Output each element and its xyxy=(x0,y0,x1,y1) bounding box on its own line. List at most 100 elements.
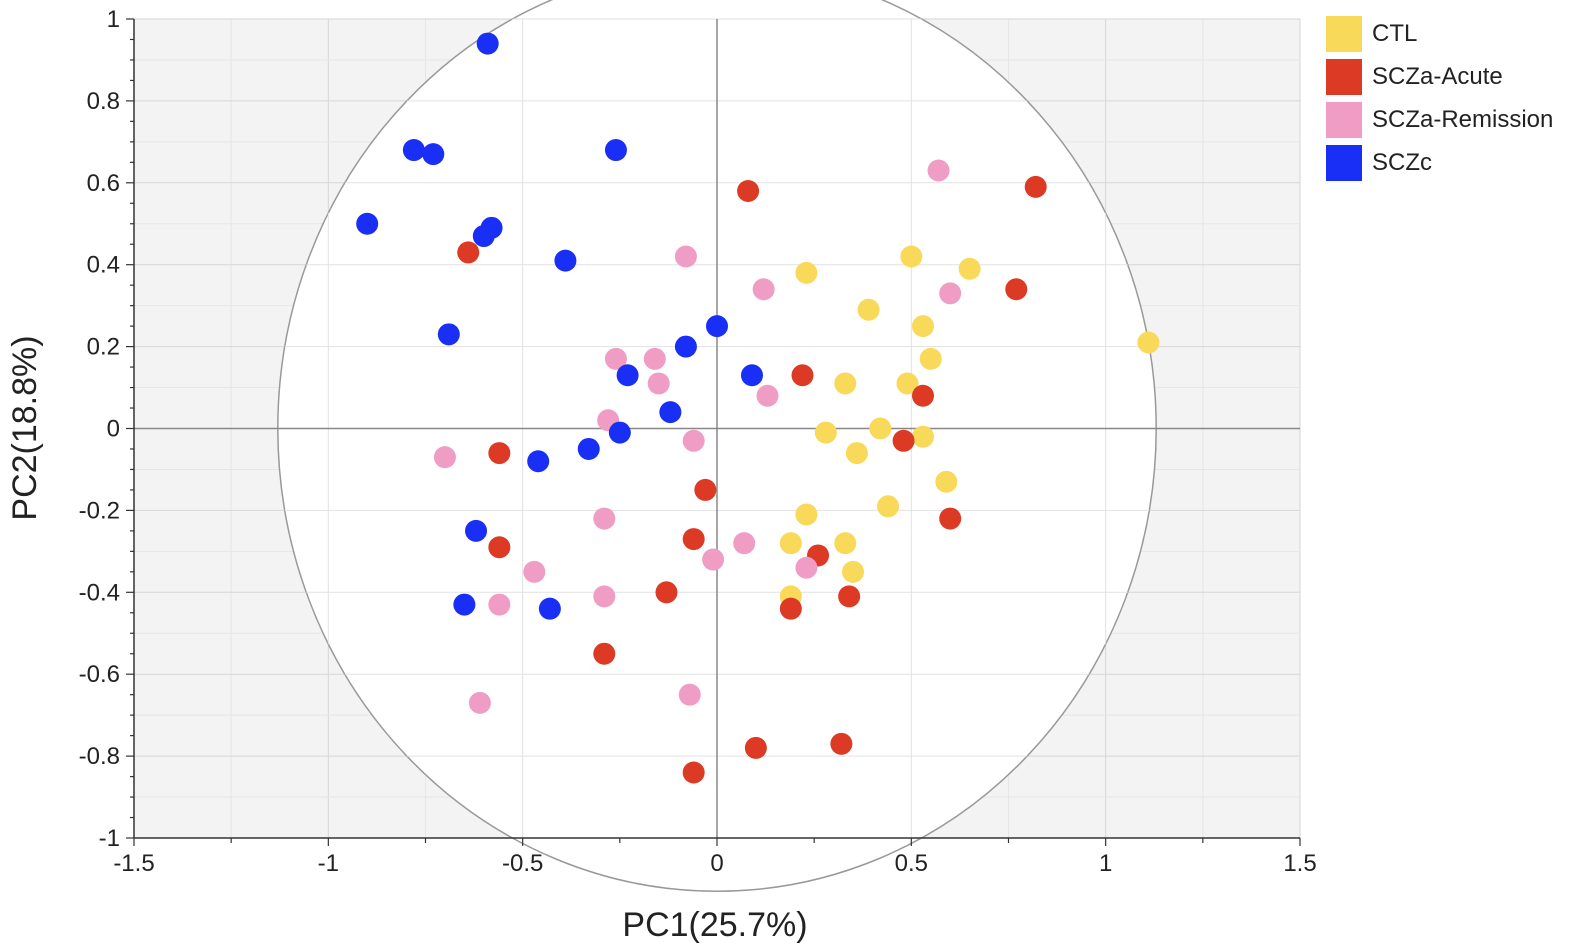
legend-swatch xyxy=(1326,15,1362,52)
data-point xyxy=(939,507,962,530)
legend-label: SCZa-Remission xyxy=(1372,105,1554,133)
series-scza-remission xyxy=(433,159,962,714)
x-tick-label: 0 xyxy=(710,850,723,877)
x-tick-label: 1.5 xyxy=(1283,850,1316,877)
data-point xyxy=(422,143,445,166)
data-point xyxy=(593,585,616,608)
legend: CTL SCZa-Acute SCZa-Remission SCZc xyxy=(1326,12,1553,184)
data-point xyxy=(834,532,857,555)
data-point xyxy=(795,261,818,284)
data-point xyxy=(433,446,456,469)
data-point xyxy=(616,364,639,387)
legend-label: SCZa-Acute xyxy=(1372,62,1503,90)
data-point xyxy=(678,683,701,706)
x-tick-label: -1.5 xyxy=(113,850,154,877)
data-point xyxy=(554,249,577,272)
data-point xyxy=(604,347,627,370)
y-tick-label: -1 xyxy=(99,825,120,852)
y-tick-label: 0.2 xyxy=(87,334,120,361)
series-scza-acute xyxy=(457,175,1047,784)
x-tick-label: 0.5 xyxy=(895,850,928,877)
data-point xyxy=(577,437,600,460)
legend-item: SCZc xyxy=(1326,141,1553,184)
legend-swatch xyxy=(1326,58,1362,95)
x-tick-label: 1 xyxy=(1099,850,1112,877)
legend-item: SCZa-Remission xyxy=(1326,98,1553,141)
data-point xyxy=(655,581,678,604)
data-point xyxy=(488,442,511,465)
y-tick-label: -0.4 xyxy=(79,579,120,606)
data-point xyxy=(694,478,717,501)
data-point xyxy=(791,364,814,387)
data-point xyxy=(877,495,900,518)
data-point xyxy=(468,691,491,714)
data-point xyxy=(752,278,775,301)
y-tick-label: -0.2 xyxy=(79,497,120,524)
y-tick-label: 0 xyxy=(107,416,120,443)
legend-label: SCZc xyxy=(1372,148,1432,176)
data-point xyxy=(911,384,934,407)
data-point xyxy=(911,425,934,448)
data-point xyxy=(674,335,697,358)
data-point xyxy=(674,245,697,268)
data-point xyxy=(488,593,511,616)
data-point xyxy=(706,315,728,338)
data-point xyxy=(935,470,958,493)
data-point xyxy=(453,593,476,616)
data-point xyxy=(756,384,779,407)
data-point xyxy=(437,323,460,346)
data-points xyxy=(356,32,1160,784)
data-point xyxy=(737,179,760,202)
data-point xyxy=(465,519,488,542)
data-point xyxy=(523,560,546,583)
y-tick-label: 0.8 xyxy=(87,88,120,115)
axes xyxy=(126,18,1301,846)
legend-item: SCZa-Acute xyxy=(1326,55,1553,98)
y-axis-title: PC2(18.8%) xyxy=(6,335,44,520)
data-point xyxy=(702,548,725,571)
y-tick-label: 0.6 xyxy=(87,170,120,197)
data-point xyxy=(604,139,627,162)
y-tick-label: 0.4 xyxy=(87,252,120,279)
data-point xyxy=(472,225,495,248)
data-point xyxy=(593,507,616,530)
data-point xyxy=(927,159,950,182)
legend-swatch xyxy=(1326,144,1362,181)
data-point xyxy=(900,245,923,268)
data-point xyxy=(538,597,561,620)
data-point xyxy=(779,532,802,555)
data-point xyxy=(892,429,915,452)
legend-label: CTL xyxy=(1372,19,1418,47)
data-point xyxy=(744,736,767,759)
legend-item: CTL xyxy=(1326,12,1553,55)
y-tick-label: -0.8 xyxy=(79,743,120,770)
x-axis-title: PC1(25.7%) xyxy=(622,906,807,944)
data-point xyxy=(795,503,818,526)
legend-swatch xyxy=(1326,101,1362,138)
zero-axis-lines xyxy=(134,19,1300,838)
data-point xyxy=(608,421,631,444)
data-point xyxy=(740,364,763,387)
y-tick-label: -0.6 xyxy=(79,661,120,688)
data-point xyxy=(838,585,861,608)
data-point xyxy=(869,417,892,440)
data-point xyxy=(647,372,670,395)
x-tick-label: -1 xyxy=(318,850,339,877)
data-point xyxy=(682,761,705,784)
data-point xyxy=(402,139,425,162)
data-point xyxy=(919,347,942,370)
data-point xyxy=(643,347,666,370)
data-point xyxy=(842,560,865,583)
data-point xyxy=(733,532,756,555)
data-point xyxy=(488,536,511,559)
y-tick-label: 1 xyxy=(107,6,120,33)
data-point xyxy=(527,450,550,473)
tick-labels: -1.5 -1 -0.5 0 0.5 1 1.5-1-0.8-0.6-0.4-0.200.2… xyxy=(79,6,1317,877)
data-point xyxy=(457,241,480,264)
data-point xyxy=(834,372,857,395)
series-ctl xyxy=(779,245,1160,608)
data-point xyxy=(814,421,837,444)
data-point xyxy=(939,282,962,305)
data-point xyxy=(779,597,802,620)
